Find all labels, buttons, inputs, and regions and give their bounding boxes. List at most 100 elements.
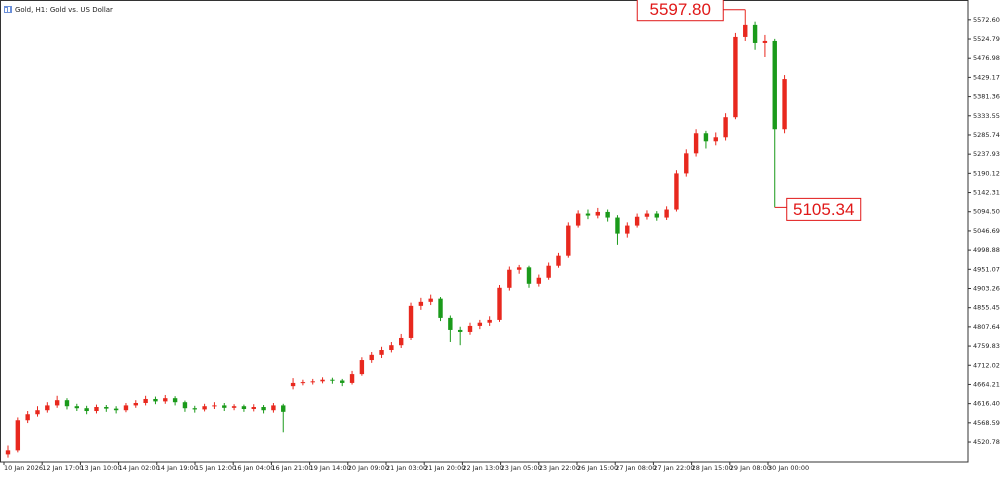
y-tick-label: 4712.02 xyxy=(973,361,1000,369)
candle-body xyxy=(54,400,60,406)
y-tick-label: 4664.21 xyxy=(973,380,1000,388)
candle-body xyxy=(153,398,158,402)
x-tick-label: 27 Jan 22:00 xyxy=(653,464,694,472)
candle-body xyxy=(113,408,119,411)
x-tick-label: 23 Jan 05:00 xyxy=(501,464,542,472)
candle-body xyxy=(448,317,453,330)
candle-body xyxy=(703,133,709,142)
candle-body xyxy=(202,406,207,410)
candle-body xyxy=(359,360,365,375)
candle-body xyxy=(231,406,237,408)
candle-body xyxy=(399,337,404,346)
y-tick-label: 4759.83 xyxy=(973,342,1000,350)
candle-body xyxy=(477,322,483,326)
candle-body xyxy=(94,407,99,412)
x-tick-label: 27 Jan 08:00 xyxy=(615,464,656,472)
symbol-icon xyxy=(4,6,12,13)
x-tick-label: 28 Jan 15:00 xyxy=(692,464,733,472)
candle-body xyxy=(772,40,777,130)
candle-body xyxy=(104,407,109,409)
candle-body xyxy=(172,398,178,403)
candle-body xyxy=(163,398,168,402)
candle-body xyxy=(684,153,689,174)
candle-body xyxy=(330,379,335,381)
candle-body xyxy=(644,213,650,217)
y-tick-label: 5237.93 xyxy=(973,150,1000,158)
candle-body xyxy=(389,345,394,351)
x-tick-label: 30 Jan 00:00 xyxy=(768,464,809,472)
candle-body xyxy=(625,225,630,234)
annotation-box xyxy=(786,197,862,221)
x-tick-label: 29 Jan 08:00 xyxy=(730,464,771,472)
candle-body xyxy=(575,213,581,226)
candle-body xyxy=(241,406,247,410)
candle-body xyxy=(379,350,384,355)
candle-body xyxy=(251,407,256,410)
y-tick-label: 5190.12 xyxy=(973,169,1000,177)
candle-body xyxy=(320,379,325,382)
y-tick-label: 4616.40 xyxy=(973,400,1000,408)
candle-body xyxy=(713,137,718,142)
x-tick-label: 10 Jan 2026 xyxy=(4,464,43,472)
y-tick-label: 5476.98 xyxy=(973,54,1000,62)
x-tick-label: 15 Jan 12:00 xyxy=(195,464,236,472)
candle-body xyxy=(15,420,21,451)
candle-body xyxy=(516,267,522,270)
x-tick-label: 22 Jan 13:00 xyxy=(462,464,503,472)
candle-body xyxy=(467,325,473,332)
candle-body xyxy=(45,405,50,411)
y-tick-label: 5142.31 xyxy=(973,189,1000,197)
candle-body xyxy=(457,329,463,332)
candle-body xyxy=(35,410,40,415)
y-tick-label: 5046.69 xyxy=(973,227,1000,235)
candle-body xyxy=(487,319,492,323)
candle-body xyxy=(546,265,551,278)
x-tick-label: 23 Jan 22:00 xyxy=(539,464,580,472)
candle-body xyxy=(261,407,266,411)
candle-body xyxy=(64,400,70,407)
candle-body xyxy=(615,217,620,234)
annotation-label: 5105.34 xyxy=(793,200,854,219)
candle-body xyxy=(674,173,679,210)
candle-body xyxy=(349,374,355,383)
candle-body xyxy=(723,117,728,138)
x-tick-label: 21 Jan 20:00 xyxy=(424,464,465,472)
candle-body xyxy=(310,381,315,383)
candle-body xyxy=(340,380,345,383)
candle-body xyxy=(605,211,610,218)
candle-body xyxy=(762,40,768,43)
y-tick-label: 4998.88 xyxy=(973,246,1000,254)
y-tick-label: 4855.45 xyxy=(973,304,1000,312)
candle-body xyxy=(733,36,738,118)
candle-body xyxy=(595,211,600,216)
candle-body xyxy=(300,382,306,384)
candle-body xyxy=(782,79,787,130)
candle-body xyxy=(497,287,502,320)
candle-body xyxy=(281,405,286,412)
y-tick-label: 5524.79 xyxy=(973,35,1000,43)
candle-body xyxy=(25,414,30,421)
x-tick-label: 13 Jan 10:00 xyxy=(80,464,121,472)
candle-body xyxy=(369,354,374,361)
candle-body xyxy=(222,405,227,408)
candle-body xyxy=(84,408,89,412)
x-tick-label: 20 Jan 09:00 xyxy=(348,464,389,472)
chart-title: Gold, H1: Gold vs. US Dollar xyxy=(15,6,113,14)
candle-body xyxy=(192,408,197,410)
candle-body xyxy=(143,398,148,403)
candle-body xyxy=(752,24,758,43)
y-tick-label: 4520.78 xyxy=(973,438,1000,446)
candle-body xyxy=(428,298,433,302)
annotation-box xyxy=(636,0,724,22)
candle-body xyxy=(654,213,659,218)
candle-body xyxy=(74,406,80,409)
y-tick-label: 5572.60 xyxy=(973,16,1000,24)
x-tick-label: 14 Jan 19:00 xyxy=(157,464,198,472)
y-tick-label: 4568.59 xyxy=(973,419,1000,427)
y-tick-label: 4807.64 xyxy=(973,323,1000,331)
x-tick-label: 16 Jan 21:00 xyxy=(271,464,312,472)
annotation-label: 5597.80 xyxy=(650,0,711,19)
